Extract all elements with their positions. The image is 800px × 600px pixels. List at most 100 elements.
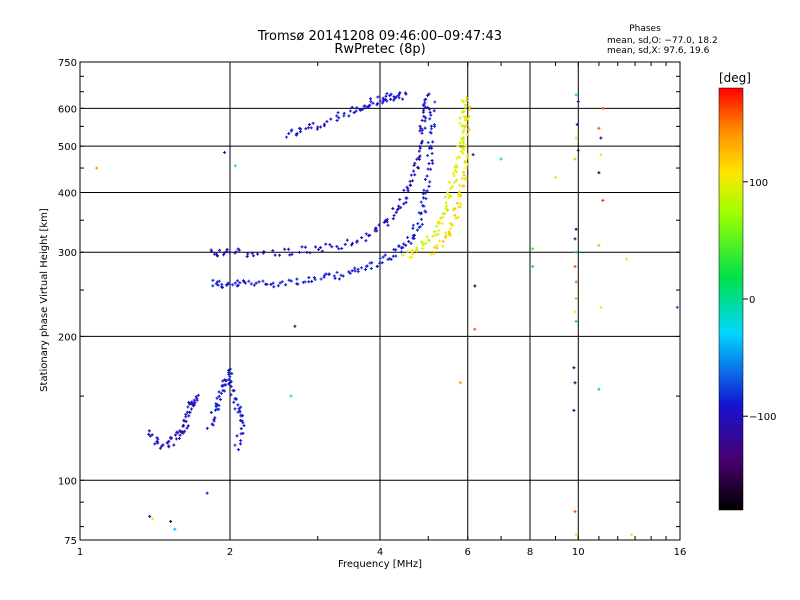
trace-point (459, 202, 463, 206)
trace-point (459, 193, 463, 197)
trace-point (327, 272, 331, 276)
trace-point (429, 167, 433, 171)
trace-point (312, 276, 316, 280)
trace-point (278, 281, 282, 285)
trace-point (448, 221, 452, 225)
trace-point (425, 174, 429, 178)
trace-point (337, 277, 341, 281)
trace-point (441, 240, 445, 244)
trace-point (428, 117, 432, 121)
trace-point (304, 127, 308, 131)
x-tick-label: 8 (527, 547, 533, 558)
trace-point (463, 125, 467, 129)
trace-point (215, 280, 219, 284)
trace-point (424, 210, 428, 214)
trace-point (449, 187, 453, 191)
trace-point (239, 439, 243, 443)
trace-point (300, 245, 304, 249)
trace-point (464, 123, 468, 127)
trace-point (241, 421, 245, 425)
trace-point (238, 410, 242, 414)
trace-point (451, 171, 455, 175)
trace-point (189, 407, 193, 411)
trace-point (362, 104, 366, 108)
trace-point (468, 105, 472, 109)
trace-point (329, 117, 333, 121)
y-tick-label: 300 (58, 248, 77, 259)
trace-point (238, 442, 242, 446)
trace-point (466, 163, 470, 167)
trace-point (413, 173, 417, 177)
trace-point (423, 101, 427, 105)
trace-point (415, 228, 419, 232)
phase-heading: Phases (629, 24, 661, 34)
trace-point (361, 107, 365, 111)
scatter-point (169, 519, 173, 523)
trace-point (423, 119, 427, 123)
trace-point (418, 154, 422, 158)
scatter-point (499, 157, 503, 161)
scatter-point (574, 227, 578, 231)
trace-point (368, 261, 372, 265)
colorbar: [deg] 100 0 −100 (718, 71, 776, 511)
trace-point (228, 375, 232, 379)
trace-point (169, 436, 173, 440)
trace-point (319, 277, 323, 281)
trace-point (429, 127, 433, 131)
trace-point (462, 173, 466, 177)
trace-point (381, 255, 385, 259)
scatter-point (572, 366, 576, 370)
trace-point (237, 248, 241, 252)
trace-point (410, 255, 414, 259)
trace-point (462, 109, 466, 113)
trace-point (186, 424, 190, 428)
trace-point (406, 250, 410, 254)
trace-point (375, 264, 379, 268)
trace-point (465, 98, 469, 102)
trace-point (252, 283, 256, 287)
scatter-point (599, 136, 603, 140)
trace-point (376, 95, 380, 99)
trace-point (214, 282, 218, 286)
trace-point (378, 256, 382, 260)
trace-point (427, 92, 431, 96)
trace-point (418, 144, 422, 148)
trace-point (439, 216, 443, 220)
trace-point (296, 282, 300, 286)
scatter-point (573, 237, 577, 241)
trace-point (356, 267, 360, 271)
trace-point (457, 155, 461, 159)
trace-point (432, 109, 436, 113)
trace-point (464, 166, 468, 170)
trace-point (389, 97, 393, 101)
trace-point (430, 159, 434, 163)
trace-point (167, 439, 171, 443)
trace-point (308, 251, 312, 255)
trace-point (229, 393, 233, 397)
trace-point (383, 253, 387, 257)
trace-point (403, 91, 407, 95)
chart-title: Tromsø 20141208 09:46:00–09:47:43 (257, 29, 502, 44)
trace-point (465, 133, 469, 137)
trace-point (318, 246, 322, 250)
trace-point (153, 442, 157, 446)
y-tick-label: 500 (58, 142, 77, 153)
trace-point (429, 252, 433, 256)
x-axis-label: Frequency [MHz] (338, 559, 422, 570)
trace-point (307, 280, 311, 284)
trace-point (174, 437, 178, 441)
trace-point (462, 184, 466, 188)
trace-point (178, 433, 182, 437)
trace-point (257, 280, 261, 284)
scatter-point (597, 171, 601, 175)
trace-point (443, 195, 447, 199)
trace-point (350, 269, 354, 273)
trace-point (299, 127, 303, 131)
trace-point (355, 239, 359, 243)
scatter-point (599, 305, 603, 309)
trace-point (411, 252, 415, 256)
y-tick-label: 100 (58, 476, 77, 487)
trace-point (456, 215, 460, 219)
trace-point (420, 128, 424, 132)
trace-point (465, 118, 469, 122)
